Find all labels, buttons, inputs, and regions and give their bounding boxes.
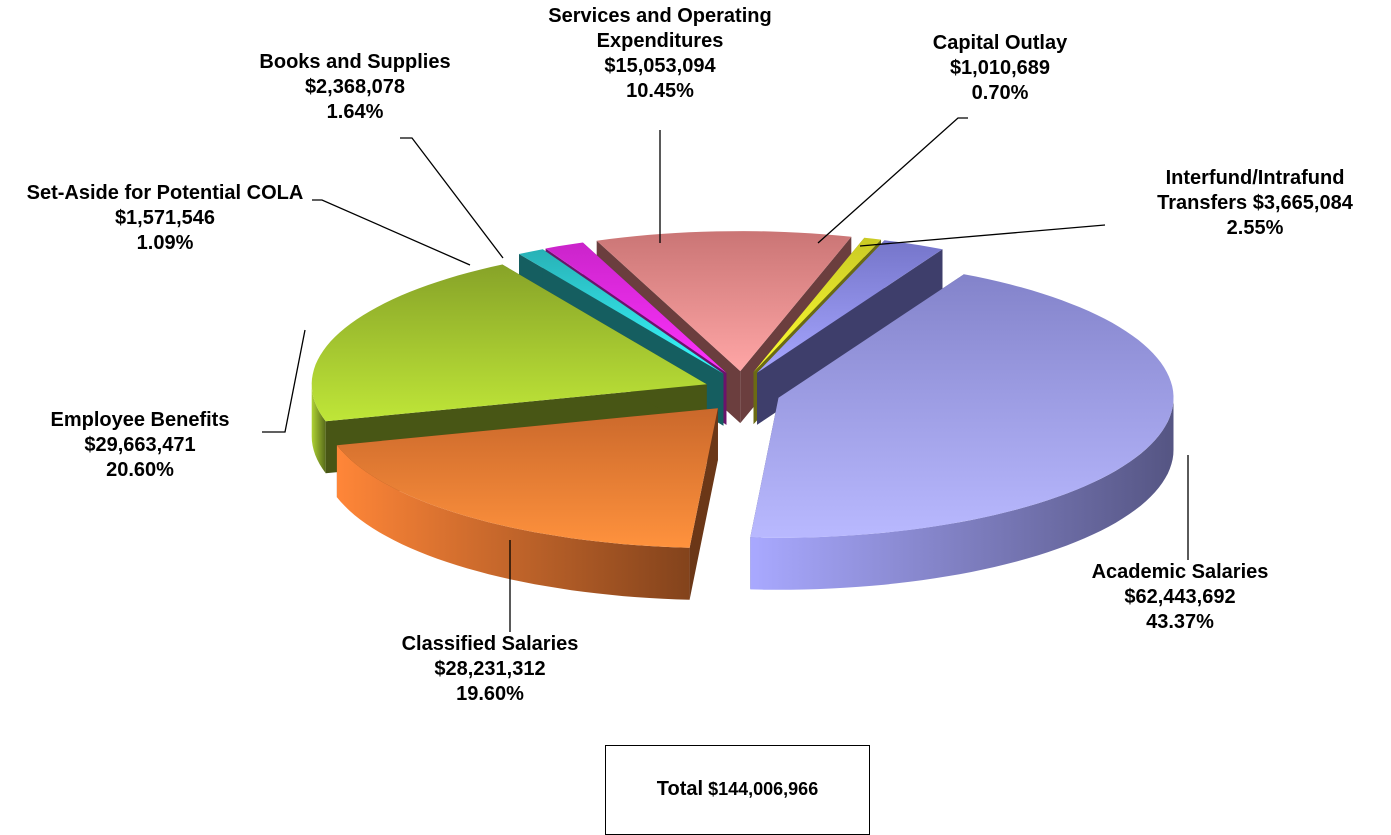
percent-label: 1.64%	[326, 101, 384, 123]
percent-label: 43.37%	[1146, 611, 1214, 633]
slice	[757, 240, 943, 425]
slice-top	[753, 237, 881, 373]
data-label: Set-Aside for Potential COLA $1,571,546 1.…	[15, 181, 315, 256]
percent-label: 0.70%	[971, 82, 1029, 104]
slice	[750, 274, 1174, 590]
category-label: Services and Operating Expenditures	[548, 5, 772, 52]
value-label: $1,010,689	[949, 57, 1051, 79]
data-label: Academic Salaries $62,443,692 43.37%	[1030, 560, 1330, 635]
slice-top	[336, 408, 718, 548]
slice-top	[596, 231, 852, 372]
value-label: $15,053,094	[604, 55, 716, 77]
category-label: Employee Benefits	[50, 409, 230, 431]
data-label: Employee Benefits $29,663,471 20.60%	[0, 408, 280, 483]
slice-wall	[750, 397, 1174, 590]
percent-label: 20.60%	[106, 459, 174, 481]
slice-top	[750, 274, 1174, 538]
value-label: $29,663,471	[84, 434, 196, 456]
value-label: $28,231,312	[434, 658, 546, 680]
slice-wall	[311, 384, 326, 474]
percent-label: 10.45%	[626, 80, 694, 102]
category-label: Capital Outlay	[932, 32, 1068, 54]
leader-line	[312, 199, 471, 266]
percent-label: 2.55%	[1226, 217, 1284, 239]
slice-top	[311, 264, 707, 422]
slice	[336, 408, 718, 600]
leader-line	[859, 224, 1106, 247]
slice-top	[757, 240, 943, 373]
data-label: Books and Supplies $2,368,078 1.64%	[215, 50, 495, 125]
percent-label: 1.09%	[136, 232, 194, 254]
total-label: Total	[656, 778, 704, 800]
slice-wall	[336, 445, 690, 600]
value-label: $62,443,692	[1124, 586, 1236, 608]
total-box: Total $144,006,966	[605, 745, 870, 835]
value-label: $2,368,078	[304, 76, 406, 98]
data-label: Services and Operating Expenditures $15,0…	[525, 4, 795, 104]
percent-label: 19.60%	[456, 683, 524, 705]
data-label: Capital Outlay $1,010,689 0.70%	[885, 31, 1115, 106]
data-label: Classified Salaries $28,231,312 19.60%	[340, 632, 640, 707]
leader-line	[817, 117, 968, 244]
category-label: Interfund/Intrafund Transfers	[1157, 167, 1345, 214]
leader-line	[400, 137, 504, 259]
value-label: $1,571,546	[114, 207, 216, 229]
value-label: $3,665,084	[1252, 192, 1353, 214]
category-label: Classified Salaries	[401, 633, 579, 655]
slice-side	[757, 249, 943, 425]
leader-line	[262, 329, 306, 433]
slice-top	[519, 249, 724, 374]
category-label: Books and Supplies	[259, 51, 451, 73]
category-label: Academic Salaries	[1091, 561, 1269, 583]
total-value: $144,006,966	[708, 779, 819, 799]
category-label: Set-Aside for Potential COLA	[26, 182, 304, 204]
data-label: Interfund/Intrafund Transfers $3,665,084…	[1125, 166, 1385, 241]
slice-top	[545, 242, 727, 373]
